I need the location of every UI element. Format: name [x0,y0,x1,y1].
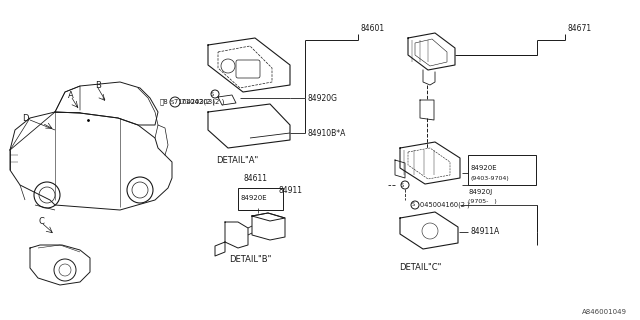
Text: DETAIL"B": DETAIL"B" [229,255,271,265]
Text: 84910B*A: 84910B*A [307,129,346,138]
Text: C: C [38,218,44,227]
Text: B: B [95,81,101,90]
Text: Ⓜ8: Ⓜ8 [159,99,168,105]
Text: DETAIL"C": DETAIL"C" [399,263,441,273]
Text: 84671: 84671 [568,23,592,33]
Text: DETAIL"A": DETAIL"A" [216,156,258,164]
Bar [238,188,283,210]
Text: 84611: 84611 [243,173,267,182]
Text: 84911: 84911 [278,186,302,195]
Text: S: S [401,182,404,188]
Text: A: A [68,91,74,100]
Text: 7104203(2 ): 7104203(2 ) [181,99,225,105]
Text: 84601: 84601 [360,23,384,33]
Text: (9403-9704): (9403-9704) [470,175,509,180]
Text: 84911A: 84911A [470,228,499,236]
Text: D: D [22,114,29,123]
Text: S: S [412,203,415,207]
Text: 84920G: 84920G [307,93,337,102]
Text: 84920E: 84920E [470,165,497,171]
Text: 84920E: 84920E [240,195,267,201]
Bar [468,155,536,185]
Text: A846001049: A846001049 [582,309,627,315]
Text: (9705-   ): (9705- ) [468,199,497,204]
Text: 045004160(2 ): 045004160(2 ) [420,202,470,208]
Text: 84920J: 84920J [468,189,492,195]
Text: S: S [170,100,173,105]
Text: S: S [211,92,214,97]
Text: 7104203(2 ): 7104203(2 ) [174,99,215,105]
